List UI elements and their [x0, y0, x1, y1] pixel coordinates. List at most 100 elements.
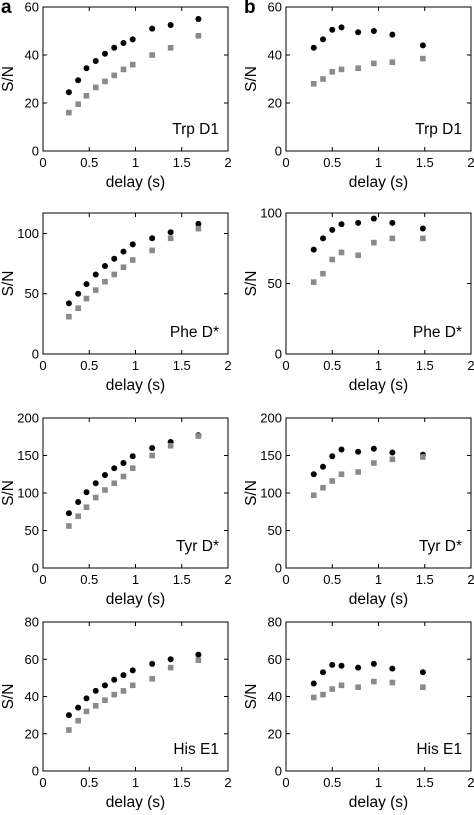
- data-point-square: [355, 684, 361, 690]
- data-point-circle: [92, 480, 99, 487]
- data-point-square: [75, 305, 81, 312]
- y-tick-label: 50: [268, 276, 282, 291]
- y-tick-label: 20: [25, 726, 39, 741]
- data-point-square: [195, 657, 202, 663]
- data-point-square: [66, 313, 72, 320]
- data-point-square: [149, 52, 155, 58]
- data-point-circle: [338, 24, 345, 31]
- y-tick-label: 40: [25, 48, 39, 63]
- x-tick-label: 0.5: [80, 155, 98, 170]
- y-tick-label: 20: [25, 96, 39, 111]
- data-point-square: [329, 686, 336, 692]
- y-axis-label: S/N: [243, 66, 260, 92]
- data-point-circle: [149, 660, 156, 667]
- data-point-circle: [83, 695, 90, 702]
- data-point-circle: [129, 241, 136, 248]
- data-point-circle: [338, 221, 345, 228]
- y-tick-label: 0: [32, 561, 39, 576]
- panel-annotation: Trp D1: [172, 121, 219, 138]
- data-point-circle: [101, 472, 108, 478]
- data-point-circle: [129, 453, 136, 460]
- y-tick-label: 60: [268, 652, 282, 667]
- data-point-square: [310, 492, 317, 499]
- x-axis-label: delay (s): [106, 591, 165, 608]
- data-point-square: [195, 225, 202, 232]
- data-point-square: [371, 460, 377, 466]
- data-point-square: [92, 84, 99, 91]
- x-tick-label: 0: [39, 572, 46, 587]
- data-point-circle: [83, 489, 90, 496]
- data-point-circle: [75, 499, 82, 505]
- x-tick-label: 0.5: [80, 572, 98, 587]
- data-point-square: [167, 235, 174, 242]
- y-tick-label: 0: [275, 347, 282, 362]
- x-tick-label: 2: [467, 572, 474, 587]
- data-point-circle: [355, 448, 362, 455]
- data-point-square: [338, 66, 345, 73]
- x-tick-label: 1.5: [173, 775, 191, 790]
- data-point-square: [329, 69, 336, 75]
- x-tick-label: 0: [39, 775, 46, 790]
- data-point-square: [149, 676, 155, 682]
- data-point-circle: [111, 44, 118, 51]
- y-tick-label: 80: [25, 615, 39, 630]
- data-point-circle: [149, 445, 156, 451]
- y-axis-label: S/N: [0, 684, 17, 710]
- panel-annotation: Tyr D*: [419, 538, 462, 555]
- data-point-circle: [329, 26, 336, 33]
- data-point-square: [389, 59, 396, 65]
- data-point-circle: [92, 58, 99, 64]
- data-point-circle: [111, 465, 118, 472]
- data-point-circle: [320, 669, 326, 676]
- data-point-circle: [389, 449, 396, 456]
- x-tick-label: 2: [224, 358, 231, 373]
- data-point-square: [102, 278, 108, 285]
- data-point-square: [320, 691, 326, 698]
- y-tick-label: 40: [268, 689, 282, 704]
- panel-annotation: Trp D1: [415, 121, 462, 138]
- x-tick-label: 1: [132, 358, 139, 373]
- chart-panel-b-2: 0 0.5 1 1.5 2 0 50 100 delay (s) S/N Phe D*: [243, 206, 474, 395]
- data-point-circle: [83, 65, 90, 72]
- y-tick-label: 200: [17, 411, 39, 426]
- data-point-circle: [101, 50, 108, 57]
- data-point-circle: [120, 672, 127, 679]
- data-point-square: [129, 257, 136, 263]
- x-tick-label: 0: [282, 572, 289, 587]
- y-axis-label: S/N: [243, 271, 260, 297]
- data-point-square: [66, 727, 72, 733]
- data-point-square: [355, 469, 361, 475]
- data-point-square: [355, 252, 361, 259]
- data-point-circle: [129, 667, 136, 674]
- data-point-square: [120, 688, 127, 694]
- data-point-square: [389, 456, 396, 463]
- data-point-circle: [338, 662, 345, 669]
- y-tick-label: 100: [17, 226, 39, 241]
- data-point-square: [338, 471, 345, 478]
- data-point-square: [129, 682, 136, 689]
- y-tick-label: 0: [275, 144, 282, 159]
- data-point-circle: [389, 665, 396, 672]
- data-point-square: [129, 61, 136, 68]
- y-tick-label: 0: [32, 347, 39, 362]
- x-tick-label: 2: [467, 775, 474, 790]
- y-tick-label: 50: [25, 523, 39, 538]
- data-point-square: [102, 78, 108, 85]
- data-point-circle: [65, 712, 72, 719]
- x-tick-label: 1.5: [416, 572, 434, 587]
- data-point-circle: [111, 676, 118, 683]
- data-point-square: [310, 279, 317, 285]
- data-point-circle: [370, 215, 377, 222]
- x-tick-label: 1.5: [173, 572, 191, 587]
- data-point-square: [120, 264, 127, 271]
- y-tick-label: 60: [25, 652, 39, 667]
- data-point-circle: [75, 77, 82, 84]
- data-point-square: [111, 691, 118, 698]
- data-point-square: [310, 694, 317, 701]
- data-point-square: [75, 101, 81, 107]
- x-axis-label: delay (s): [106, 794, 165, 810]
- x-tick-label: 0.5: [80, 775, 98, 790]
- data-point-square: [329, 478, 336, 484]
